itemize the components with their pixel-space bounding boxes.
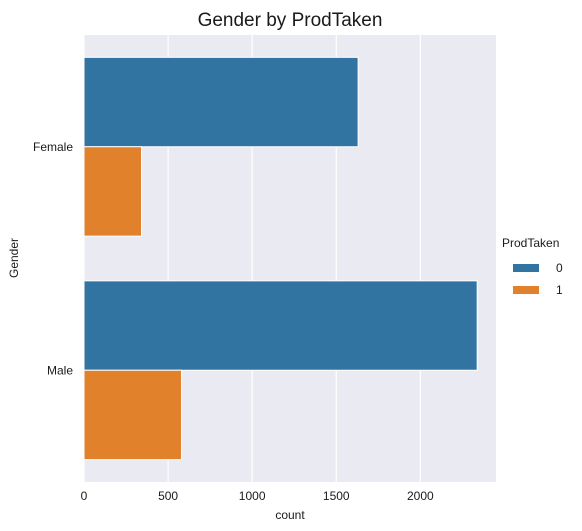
legend-item-0: 0 xyxy=(512,257,563,279)
bar-male-1 xyxy=(83,369,183,461)
x-axis-label: count xyxy=(275,508,305,522)
x-tick-label: 1500 xyxy=(323,489,350,503)
x-tick-label: 0 xyxy=(81,489,88,503)
legend-label-1: 1 xyxy=(556,283,563,297)
y-axis-label: Gender xyxy=(7,238,21,278)
x-tick-label: 2000 xyxy=(407,489,434,503)
y-tick-label: Female xyxy=(33,140,73,154)
legend-item-1: 1 xyxy=(512,279,563,301)
bar-female-1 xyxy=(83,146,143,237)
legend-swatch-0 xyxy=(512,263,540,273)
legend-swatch-1 xyxy=(512,285,540,295)
x-tick-label: 500 xyxy=(158,489,178,503)
x-tick-label: 1000 xyxy=(239,489,266,503)
bar-male-0 xyxy=(83,280,478,371)
bars xyxy=(83,56,478,461)
chart-title: Gender by ProdTaken xyxy=(198,10,383,31)
y-axis-ticks: Female Male xyxy=(33,140,73,378)
legend: ProdTaken 0 1 xyxy=(502,236,563,301)
bar-female-0 xyxy=(83,56,359,148)
legend-title: ProdTaken xyxy=(502,236,560,250)
legend-label-0: 0 xyxy=(556,261,563,275)
x-axis-ticks: 0 500 1000 1500 2000 xyxy=(81,489,434,503)
y-tick-label: Male xyxy=(47,363,73,377)
